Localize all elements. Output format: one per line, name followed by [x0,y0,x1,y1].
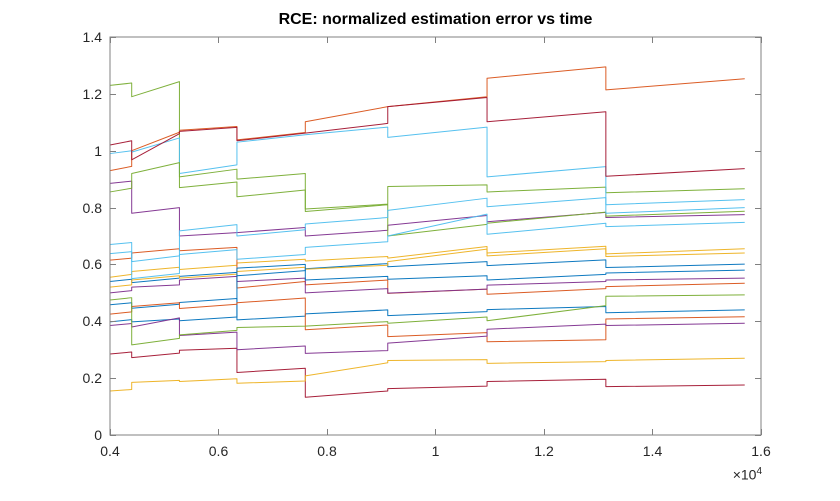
series-line-03 [109,245,745,278]
chart-title: RCE: normalized estimation error vs time [278,11,593,28]
x-exponent-power: 4 [756,466,762,477]
series-line-19 [109,294,745,346]
series-line-14 [109,347,745,398]
series-line-11 [109,275,745,294]
series-line-18 [109,317,745,354]
x-tick-label: 1.6 [751,443,771,459]
series-line-05 [109,81,745,210]
axis-box [109,36,762,436]
x-tick-label: 0.6 [208,443,229,459]
series-line-20 [109,213,745,280]
series-line-02 [109,66,745,172]
series-line-12 [109,162,745,237]
series-line-16 [109,297,745,343]
x-tick-label: 0.4 [100,443,120,459]
series-line-17 [109,357,745,392]
y-tick-label: 0.4 [82,313,102,330]
y-tick-label: 0.8 [82,199,102,216]
x-axis-exponent-label: ×104 [700,466,762,483]
series-line-15 [109,263,745,323]
y-tick-label: 0 [94,427,102,443]
y-tick-label: 0.6 [82,256,102,273]
x-tick-label: 0.8 [317,443,337,459]
x-tick-label: 1.2 [534,443,554,459]
series-line-08 [109,298,745,321]
x-tick-label: 1 [431,443,440,459]
x-tick-label: 1.4 [642,443,663,459]
x-exponent-base: ×10 [732,466,757,483]
y-tick-label: 1 [94,142,102,159]
y-tick-label: 0.2 [82,370,102,387]
y-tick-label: 1.2 [82,85,102,102]
series-line-07 [109,97,745,177]
y-tick-label: 1.4 [82,29,102,45]
series-line-06 [109,126,745,206]
series-line-13 [109,197,745,263]
series-line-09 [109,246,745,295]
